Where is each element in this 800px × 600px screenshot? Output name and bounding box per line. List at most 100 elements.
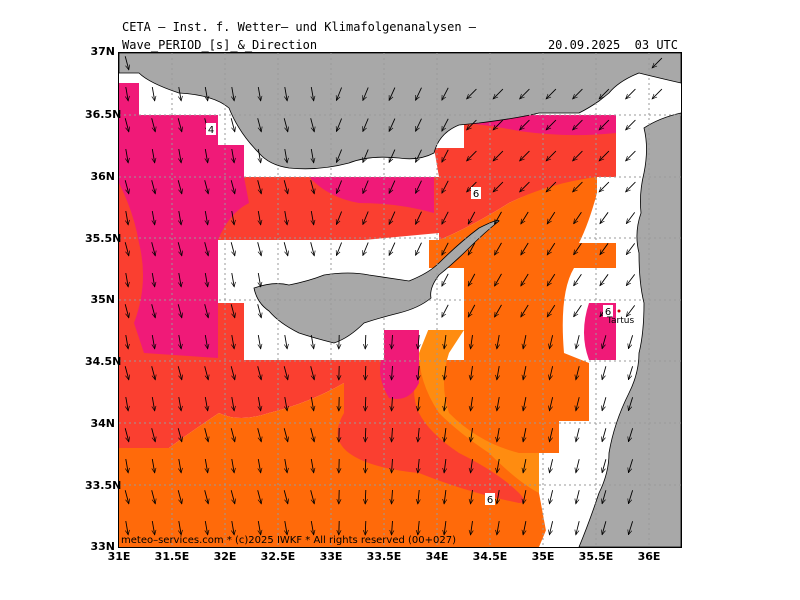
direction-arrow [546,88,557,99]
direction-arrow [600,243,609,254]
direction-arrow [628,459,634,472]
direction-arrow [628,521,634,534]
direction-arrow [232,521,234,535]
direction-arrow [205,397,207,411]
lon-label-36e: 36E [637,550,661,563]
direction-arrow [626,119,636,130]
direction-arrow [126,459,128,473]
direction-arrow [152,521,154,535]
direction-arrow [626,212,636,223]
direction-arrow [497,490,499,504]
direction-arrow [493,181,504,192]
land-anatolia [119,53,681,170]
direction-arrow [124,304,129,318]
direction-arrow [204,304,209,318]
direction-arrow [546,181,557,192]
direction-arrow [626,88,636,99]
direction-arrow [151,242,156,256]
direction-arrow [521,304,529,317]
direction-arrow [602,366,607,379]
direction-arrow [363,180,369,194]
direction-arrow [257,490,262,504]
direction-arrow [392,396,393,411]
direction-arrow [628,335,634,348]
direction-arrow [441,211,449,224]
direction-arrow [549,521,554,535]
direction-arrow [336,211,343,225]
direction-arrow [444,459,446,473]
direction-arrow [152,459,154,473]
direction-arrow [652,88,663,99]
direction-arrow [126,273,128,287]
direction-arrow [363,87,369,101]
direction-arrow [126,397,128,411]
direction-arrow [365,458,366,473]
direction-arrow [599,88,610,99]
lon-label-31e: 31E [107,550,131,563]
direction-arrow [124,366,129,380]
direction-arrow [441,87,449,100]
direction-arrow [521,273,529,286]
direction-arrow [124,180,129,194]
lat-label-35-5n: 35.5N [85,232,122,245]
lon-label-31-5e: 31.5E [154,550,190,563]
direction-arrow [467,304,476,317]
direction-arrow [388,118,396,132]
direction-arrow [418,334,419,349]
direction-arrow [418,458,419,473]
direction-arrow [124,118,129,132]
direction-arrow [576,335,580,349]
direction-arrow [230,180,235,194]
period-zone-tartus-magenta [584,303,616,360]
direction-arrow [283,180,288,194]
direction-arrow [523,428,526,442]
lat-label-35n: 35N [90,293,115,306]
direction-arrow [523,459,526,473]
direction-arrow [546,150,557,161]
direction-arrow [497,397,499,411]
direction-arrow [285,521,287,535]
direction-arrow [205,335,207,349]
period-zone-light-orange [419,303,539,493]
direction-arrow [547,304,556,317]
direction-arrow [471,428,473,442]
lat-label-33n: 33N [90,540,115,553]
direction-arrow [520,88,530,99]
direction-arrow [467,242,476,255]
direction-arrow [365,489,366,504]
direction-arrow [576,428,580,442]
direction-arrow [124,428,129,442]
direction-arrow [392,365,393,380]
lon-label-34e: 34E [425,550,449,563]
direction-arrow [444,521,446,535]
direction-arrow [258,149,260,163]
period-zone-north-magenta [179,115,215,239]
direction-arrow [415,149,422,163]
direction-arrow [471,335,473,349]
land-cyprus [253,219,500,344]
direction-arrow [258,87,260,101]
valid-time-label: 20.09.2025 03 UTC [547,38,678,52]
direction-arrow [493,88,504,99]
direction-arrow [152,273,154,287]
direction-arrow [495,273,502,286]
direction-arrow [600,212,609,223]
direction-arrow [521,242,529,255]
direction-arrow [204,180,209,194]
direction-arrow [441,242,449,255]
direction-arrow [444,366,446,380]
direction-arrow [520,119,530,130]
direction-arrow [365,396,366,411]
direction-arrow [602,521,607,534]
direction-arrow [549,428,554,442]
direction-arrow [232,335,234,349]
direction-arrow [626,305,636,316]
direction-arrow [602,335,607,348]
direction-arrow [177,118,182,132]
direction-arrow [311,87,313,101]
direction-arrow [311,459,313,473]
direction-arrow [258,273,260,287]
direction-arrow [495,211,502,224]
direction-arrow [520,181,530,192]
direction-arrow [177,490,182,504]
